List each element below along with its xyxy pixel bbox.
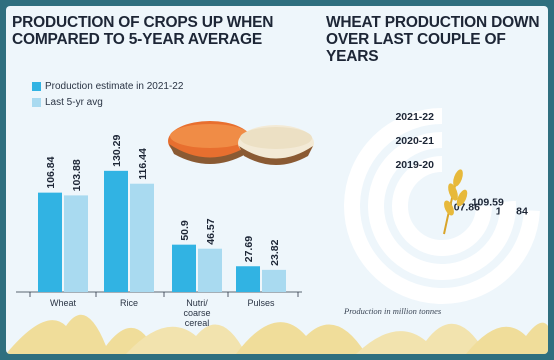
bar-estimate-1 bbox=[104, 170, 128, 292]
ring-value-label: 107.86 bbox=[448, 201, 480, 213]
ring-year-label: 2021-22 bbox=[395, 111, 434, 123]
bar-avg-1 bbox=[130, 183, 154, 292]
bar-value-label: 23.82 bbox=[269, 239, 281, 265]
ring-arc-2019-20 bbox=[392, 156, 492, 256]
bar-avg-2 bbox=[198, 248, 222, 292]
category-label: Rice bbox=[120, 298, 138, 308]
bar-value-label: 27.69 bbox=[243, 236, 255, 262]
ring-arc-2021-22 bbox=[344, 108, 540, 304]
grain-bowls-illustration bbox=[168, 121, 314, 165]
category-label: Wheat bbox=[50, 298, 77, 308]
bar-chart-plot: 106.84 103.88 Wheat 130.29 116.44 Rice 50.9 46.… bbox=[16, 135, 302, 328]
bar-estimate-3 bbox=[236, 266, 260, 292]
wheat-ear-icon bbox=[443, 169, 468, 235]
right-chart-title: WHEAT PRODUCTION DOWN OVER LAST COUPLE O… bbox=[326, 14, 548, 65]
legend-label-avg: Last 5-yr avg bbox=[45, 96, 103, 108]
category-label: Pulses bbox=[247, 298, 275, 308]
legend-swatch-avg bbox=[32, 97, 41, 107]
right-title-line-1: WHEAT PRODUCTION DOWN bbox=[326, 14, 540, 31]
legend-label-estimate: Production estimate in 2021-22 bbox=[45, 80, 184, 92]
legend-item-estimate: Production estimate in 2021-22 bbox=[32, 78, 183, 94]
category-label: coarse bbox=[183, 308, 210, 318]
ring-year-label: 2020-21 bbox=[395, 135, 434, 147]
legend-swatch-estimate bbox=[32, 81, 41, 91]
legend-item-avg: Last 5-yr avg bbox=[32, 94, 183, 110]
bar-value-label: 130.29 bbox=[111, 135, 123, 167]
bar-avg-0 bbox=[64, 195, 88, 292]
category-label: cereal bbox=[185, 318, 210, 328]
right-title-line-2: OVER LAST COUPLE OF YEARS bbox=[326, 31, 506, 65]
left-title-line-2: COMPARED TO 5-YEAR AVERAGE bbox=[12, 31, 263, 48]
bar-value-label: 116.44 bbox=[137, 148, 149, 180]
left-title-line-1: PRODUCTION OF CROPS UP WHEN bbox=[12, 14, 274, 31]
ring-arc-2020-21 bbox=[368, 132, 516, 280]
bar-value-label: 103.88 bbox=[71, 159, 83, 191]
left-chart-title: PRODUCTION OF CROPS UP WHEN COMPARED TO … bbox=[12, 14, 282, 48]
ring-value-label: 109.59 bbox=[472, 196, 504, 208]
bar-value-label: 46.57 bbox=[205, 218, 217, 244]
bar-value-label: 50.9 bbox=[179, 220, 191, 241]
bar-value-label: 106.84 bbox=[45, 156, 57, 188]
bar-avg-3 bbox=[262, 269, 286, 292]
bar-estimate-0 bbox=[38, 192, 62, 292]
chart-canvas: 106.84 103.88 Wheat 130.29 116.44 Rice 50.9 46.… bbox=[6, 108, 548, 354]
category-label: Nutri/ bbox=[186, 298, 208, 308]
unit-footnote: Production in million tonnes bbox=[344, 306, 442, 316]
ring-year-label: 2019-20 bbox=[395, 159, 434, 171]
wheat-field-illustration bbox=[6, 314, 548, 354]
infographic-panel: PRODUCTION OF CROPS UP WHEN COMPARED TO … bbox=[6, 6, 548, 354]
bar-estimate-2 bbox=[172, 244, 196, 292]
bar-chart-legend: Production estimate in 2021-22 Last 5-yr… bbox=[32, 78, 183, 110]
